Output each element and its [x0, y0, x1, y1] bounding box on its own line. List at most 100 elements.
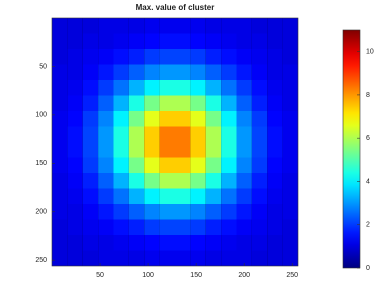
heat-cell — [175, 127, 190, 143]
heat-cell — [98, 220, 113, 236]
heat-cell — [83, 96, 98, 112]
colorbar-tick-label: 2 — [366, 222, 370, 229]
x-tick-label: 150 — [190, 272, 202, 279]
heat-cell — [160, 80, 175, 96]
heat-cell — [221, 158, 236, 174]
heat-cell — [83, 158, 98, 174]
heat-cell — [83, 18, 98, 34]
heat-cell — [52, 251, 67, 267]
heat-cell — [283, 142, 298, 158]
heat-cell — [160, 96, 175, 112]
heat-cell — [267, 18, 282, 34]
heat-cell — [283, 96, 298, 112]
heat-cell — [129, 158, 144, 174]
heat-cell — [252, 189, 267, 205]
heat-cell — [283, 235, 298, 251]
heat-cell — [129, 49, 144, 65]
heat-cell — [83, 251, 98, 267]
heat-cell — [237, 80, 252, 96]
heat-cell — [206, 220, 221, 236]
heat-cell — [67, 34, 82, 50]
heat-cell — [221, 251, 236, 267]
heat-cell — [237, 235, 252, 251]
y-tick-label: 250 — [35, 257, 47, 264]
heat-cell — [83, 142, 98, 158]
heat-cell — [206, 18, 221, 34]
heat-cell — [83, 80, 98, 96]
x-tick-label: 50 — [96, 272, 104, 279]
heat-cell — [160, 204, 175, 220]
heat-cell — [190, 18, 205, 34]
heat-cell — [114, 235, 129, 251]
heat-cell — [267, 49, 282, 65]
heat-cell — [206, 173, 221, 189]
heat-cell — [267, 235, 282, 251]
heat-cell — [283, 158, 298, 174]
heat-cell — [190, 80, 205, 96]
heat-cell — [267, 251, 282, 267]
heat-cell — [83, 34, 98, 50]
chart: Max. value of cluster 501001502002505010… — [0, 0, 387, 307]
heat-cell — [160, 251, 175, 267]
heat-cell — [190, 173, 205, 189]
heat-cell — [114, 251, 129, 267]
heat-cell — [252, 204, 267, 220]
heat-cell — [67, 235, 82, 251]
heat-cell — [252, 220, 267, 236]
heat-cell — [52, 127, 67, 143]
heat-cell — [114, 49, 129, 65]
heat-cell — [67, 111, 82, 127]
heat-cell — [83, 204, 98, 220]
heat-cell — [190, 49, 205, 65]
heat-cell — [52, 220, 67, 236]
heat-cell — [129, 111, 144, 127]
heat-cell — [129, 189, 144, 205]
heat-cell — [237, 220, 252, 236]
heat-cell — [190, 96, 205, 112]
heat-cell — [206, 251, 221, 267]
heat-cell — [129, 80, 144, 96]
heat-cell — [221, 235, 236, 251]
heat-cell — [252, 158, 267, 174]
heat-cell — [160, 34, 175, 50]
heat-cell — [67, 158, 82, 174]
heat-cell — [190, 220, 205, 236]
heat-cell — [98, 173, 113, 189]
heat-cell — [190, 189, 205, 205]
heat-cell — [114, 18, 129, 34]
heat-cell — [283, 173, 298, 189]
heat-cell — [267, 189, 282, 205]
heat-cell — [237, 65, 252, 81]
heat-cell — [160, 18, 175, 34]
heat-cell — [144, 127, 159, 143]
heat-cell — [114, 111, 129, 127]
heat-cell — [129, 251, 144, 267]
heat-cell — [98, 111, 113, 127]
heat-cell — [52, 65, 67, 81]
heat-cell — [144, 158, 159, 174]
heat-cell — [221, 204, 236, 220]
heat-cell — [98, 158, 113, 174]
heat-cell — [67, 204, 82, 220]
heat-cell — [98, 18, 113, 34]
heat-cell — [129, 34, 144, 50]
heat-cell — [52, 173, 67, 189]
heat-cell — [190, 142, 205, 158]
heat-cell — [190, 111, 205, 127]
heat-cell — [252, 18, 267, 34]
heat-cell — [83, 65, 98, 81]
colorbar-tick-label: 0 — [366, 265, 370, 272]
heat-cell — [283, 189, 298, 205]
heat-cell — [190, 127, 205, 143]
heat-cell — [237, 49, 252, 65]
colorbar-tick-label: 6 — [366, 135, 370, 142]
heat-cell — [283, 251, 298, 267]
heat-cell — [129, 65, 144, 81]
heat-cell — [67, 251, 82, 267]
heat-cell — [237, 127, 252, 143]
colorbar-tick-label: 8 — [366, 92, 370, 99]
heat-cell — [206, 111, 221, 127]
heat-cell — [160, 173, 175, 189]
heat-cell — [206, 189, 221, 205]
heat-cell — [252, 127, 267, 143]
